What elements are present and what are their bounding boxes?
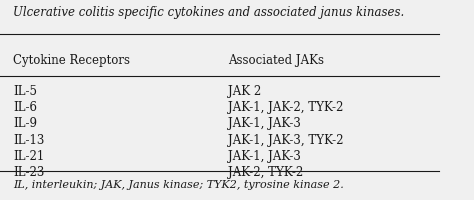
Text: JAK-1, JAK-3, TYK-2: JAK-1, JAK-3, TYK-2 [228,134,344,147]
Text: JAK-1, JAK-3: JAK-1, JAK-3 [228,117,301,130]
Text: JAK-1, JAK-3: JAK-1, JAK-3 [228,150,301,163]
Text: IL-23: IL-23 [13,166,45,179]
Text: IL, interleukin; JAK, Janus kinase; TYK2, tyrosine kinase 2.: IL, interleukin; JAK, Janus kinase; TYK2… [13,180,344,190]
Text: IL-9: IL-9 [13,117,37,130]
Text: JAK 2: JAK 2 [228,85,262,98]
Text: Associated JAKs: Associated JAKs [228,54,324,67]
Text: IL-13: IL-13 [13,134,45,147]
Text: JAK-2, TYK-2: JAK-2, TYK-2 [228,166,303,179]
Text: IL-21: IL-21 [13,150,45,163]
Text: IL-5: IL-5 [13,85,37,98]
Text: JAK-1, JAK-2, TYK-2: JAK-1, JAK-2, TYK-2 [228,101,344,114]
Text: Ulcerative colitis specific cytokines and associated janus kinases.: Ulcerative colitis specific cytokines an… [13,6,404,19]
Text: Cytokine Receptors: Cytokine Receptors [13,54,130,67]
Text: IL-6: IL-6 [13,101,37,114]
